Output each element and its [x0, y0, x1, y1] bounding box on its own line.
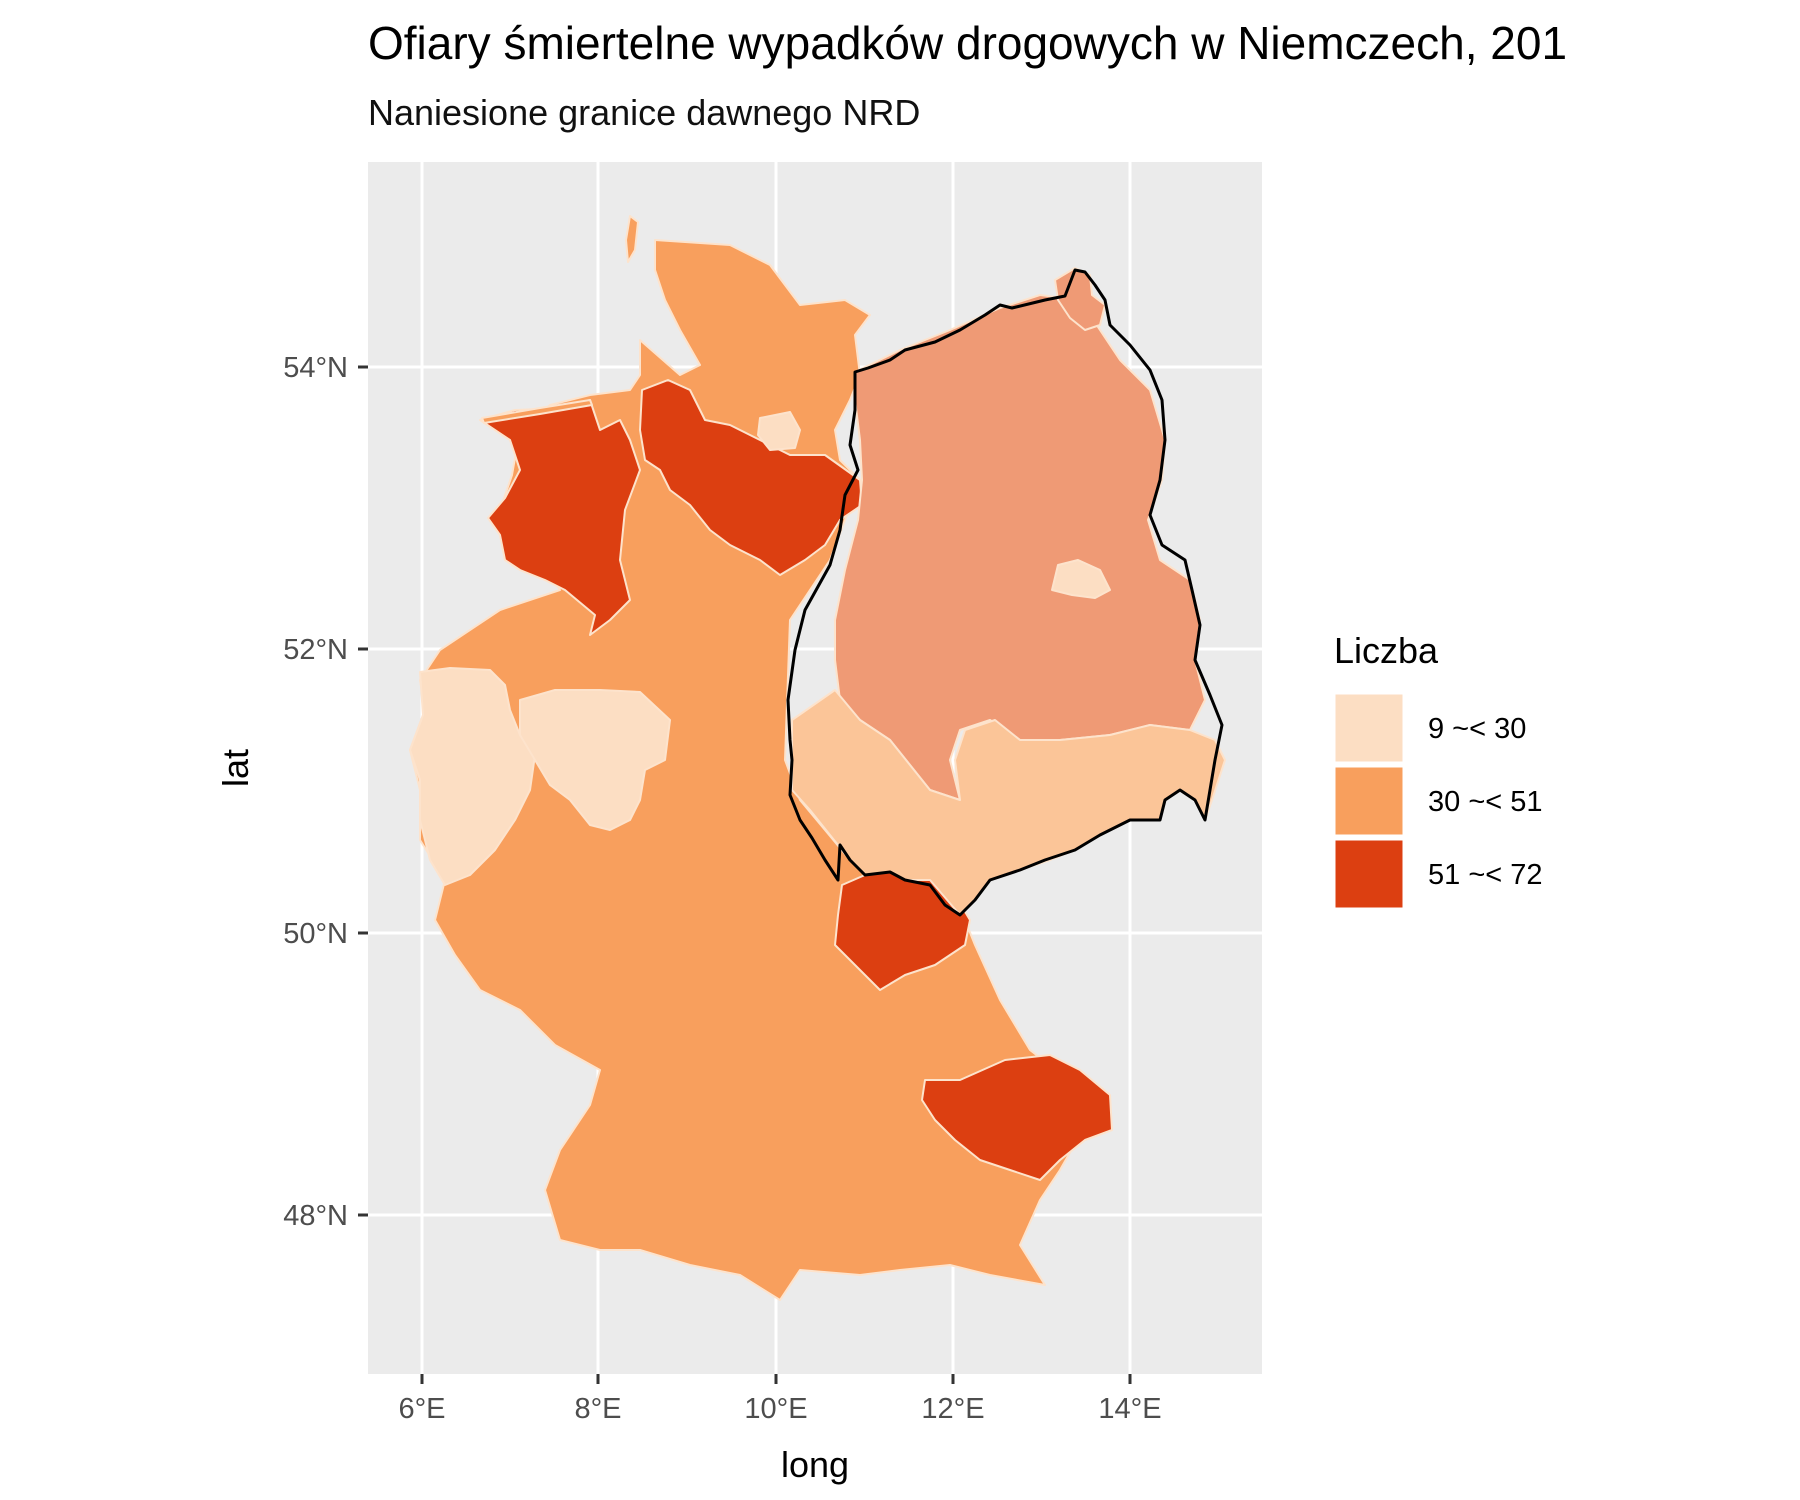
region-rhineland [409, 667, 536, 886]
region-niederbayern [921, 1054, 1113, 1181]
y-axis-title: lat [215, 749, 256, 787]
y-tick-label: 52°N [283, 634, 348, 666]
y-tick-label: 48°N [283, 1200, 348, 1232]
nrd-border [786, 268, 1224, 917]
region-frisian-islands [481, 399, 593, 424]
legend-title: Liczba [1334, 630, 1439, 671]
x-axis-title: long [781, 1444, 849, 1485]
x-tick-label: 14°E [1098, 1393, 1161, 1425]
region-hamburg [757, 411, 801, 451]
region-emsland [479, 399, 641, 636]
x-tick-label: 6°E [398, 1393, 445, 1425]
chart-subtitle: Naniesione granice dawnego NRD [368, 92, 921, 133]
legend-swatch-2 [1332, 837, 1406, 911]
legend: Liczba 9 ~< 30 30 ~< 51 51 ~< 72 [1332, 630, 1543, 911]
legend-label-1: 30 ~< 51 [1428, 786, 1543, 818]
x-tick-label: 12°E [921, 1393, 984, 1425]
legend-swatch-0 [1332, 691, 1406, 765]
legend-swatch-1 [1332, 764, 1406, 838]
region-sylt [625, 215, 639, 263]
region-elbe-weser [639, 379, 863, 576]
legend-label-2: 51 ~< 72 [1428, 859, 1543, 891]
y-tick-label: 50°N [283, 918, 348, 950]
germany-map [409, 215, 1226, 1301]
y-tick-label: 54°N [283, 352, 348, 384]
x-tick-label: 10°E [744, 1393, 807, 1425]
x-tick-label: 8°E [574, 1393, 621, 1425]
legend-label-0: 9 ~< 30 [1428, 713, 1526, 745]
axis-ticks [358, 365, 1132, 1384]
region-westfalen [519, 689, 671, 831]
chart-title: Ofiary śmiertelne wypadków drogowych w N… [368, 17, 1568, 69]
region-berlin [1051, 559, 1111, 599]
